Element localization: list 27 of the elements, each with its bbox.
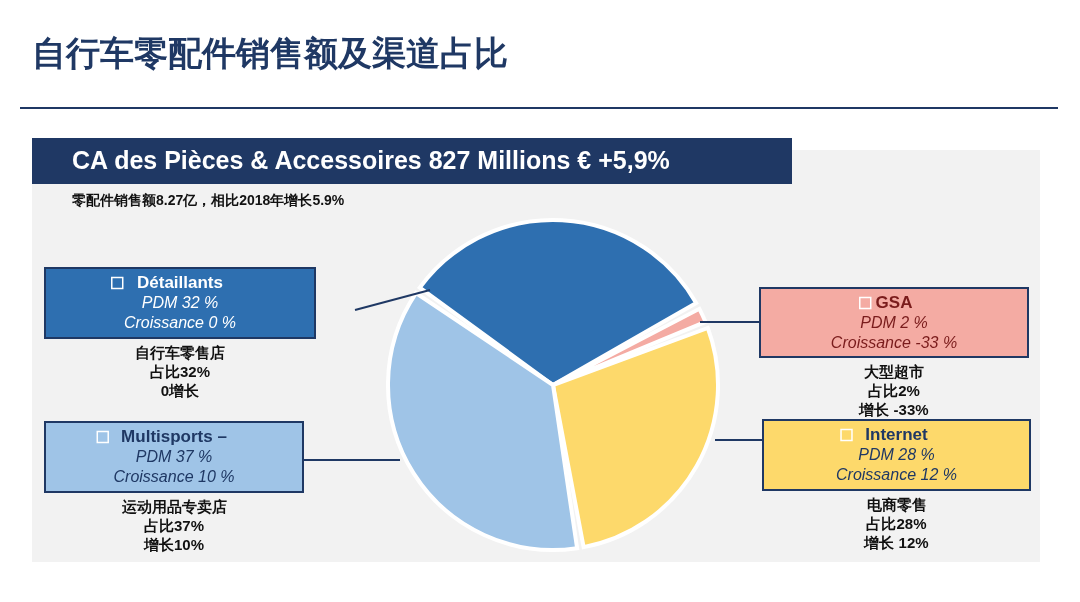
text: 占比37% xyxy=(143,517,205,534)
text: 大型超市 xyxy=(864,363,924,380)
text: Croissance 12 % xyxy=(836,466,957,483)
text: 增长 -33% xyxy=(858,401,929,418)
chart-subtitle: CA des Pièces & Accessoires 827 Millions € +5,9% xyxy=(72,146,670,174)
text: 0增长 xyxy=(160,382,201,399)
data-label: PDM 32 % xyxy=(141,294,219,311)
text: 电商零售 xyxy=(866,496,927,513)
legend-label: Internet xyxy=(865,425,929,444)
legend-label: Détaillants xyxy=(137,273,223,292)
text: Croissance -33 % xyxy=(830,334,958,351)
text: Croissance 0 % xyxy=(123,314,237,331)
data-label: PDM 37 % xyxy=(135,448,213,465)
data-label: PDM 2 % xyxy=(860,314,928,331)
text: 零配件销售额8.27亿，相比2018年增长5.9% xyxy=(71,192,345,208)
legend-label: GSA xyxy=(875,293,913,312)
text: 增长10% xyxy=(142,536,205,553)
legend-label: Multisports – xyxy=(121,427,227,446)
data-label: PDM 28 % xyxy=(858,446,935,463)
text: 运动用品专卖店 xyxy=(120,498,227,515)
text: 占比32% xyxy=(149,363,211,380)
text: Croissance 10 % xyxy=(113,468,235,485)
chart-title: 自行车零配件销售额及渠道占比 xyxy=(32,34,508,72)
text: 占比28% xyxy=(866,515,927,532)
text: 增长 12% xyxy=(863,534,929,551)
text: 自行车零售店 xyxy=(135,344,225,361)
text: 占比2% xyxy=(868,382,920,399)
